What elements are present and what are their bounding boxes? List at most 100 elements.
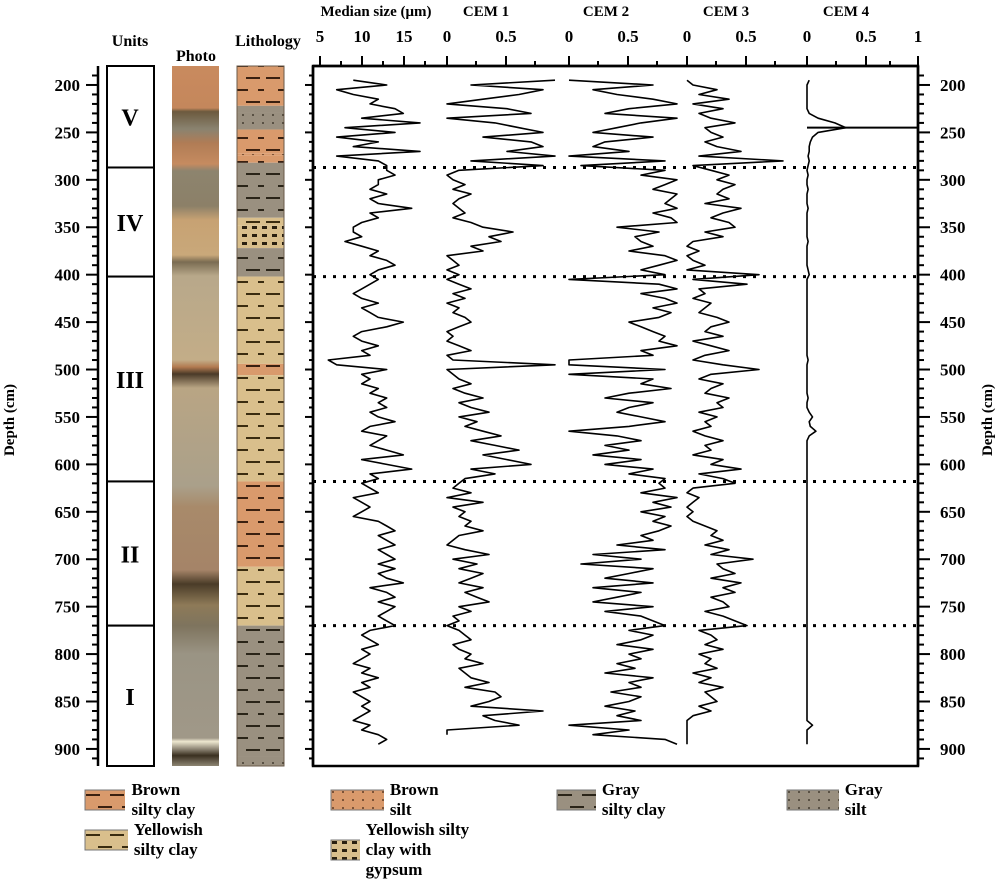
photo-title: Photo <box>176 48 216 65</box>
depth-tick-label-left: 350 <box>55 218 81 237</box>
top-tick-label: 15 <box>396 27 413 46</box>
lithology-layer <box>237 375 284 482</box>
top-tick-label: 1 <box>914 27 923 46</box>
proxy-curve <box>446 79 556 735</box>
legend-swatch <box>330 839 360 861</box>
depth-tick-label-right: 700 <box>940 550 966 569</box>
legend-swatch <box>84 829 128 851</box>
top-tick-label: 5 <box>316 27 325 46</box>
lithology-layer <box>237 481 284 567</box>
depth-tick-label-right: 900 <box>940 740 966 759</box>
depth-tick-label-left: 850 <box>55 693 81 712</box>
proxy-curve <box>806 79 847 745</box>
lithology-layer <box>237 225 284 249</box>
unit-label: III <box>116 368 144 394</box>
unit-box <box>106 166 155 278</box>
lithology-layer <box>237 276 284 364</box>
lithology-layer <box>237 155 284 163</box>
depth-tick-label-left: 700 <box>55 550 81 569</box>
top-tick-label: 10 <box>354 27 371 46</box>
legend-label: Brown silty clay <box>131 780 196 819</box>
lithology-layer <box>237 625 284 757</box>
unit-box <box>106 624 155 768</box>
unit-label: I <box>125 685 134 711</box>
depth-tick-label-right: 500 <box>940 361 966 380</box>
unit-label: II <box>121 543 140 569</box>
top-tick-label: 0.5 <box>617 27 638 46</box>
legend-label: Gray silt <box>844 780 883 819</box>
top-tick-label: 0 <box>803 27 812 46</box>
legend-item: Yellowish silty clay with gypsum <box>330 820 471 880</box>
depth-axis-label-left: Depth (cm) <box>2 384 18 456</box>
legend-item: Brown silty clay <box>84 780 205 820</box>
lithology-layer <box>237 112 284 130</box>
legend-item: Gray silt <box>786 780 896 820</box>
legend-item: Brown silt <box>330 780 451 820</box>
lithology-layer <box>237 153 284 156</box>
top-tick-label: 0.5 <box>735 27 756 46</box>
depth-tick-label-left: 200 <box>55 76 81 95</box>
depth-tick-label-right: 550 <box>940 408 966 427</box>
depth-tick-label-left: 800 <box>55 645 81 664</box>
depth-tick-label-right: 750 <box>940 598 966 617</box>
legend-label: Brown silt <box>389 780 439 819</box>
lithology-layer <box>237 566 284 626</box>
legend-swatch <box>786 789 839 811</box>
depth-tick-label-right: 650 <box>940 503 966 522</box>
lithology-title: Lithology <box>235 33 301 50</box>
top-tick-label: 0.5 <box>495 27 516 46</box>
panel-title: Median size (μm) <box>321 4 432 20</box>
unit-box <box>106 480 155 627</box>
depth-tick-label-right: 400 <box>940 266 966 285</box>
depth-profile-chart: Units Photo Lithology Depth (cm) Depth (… <box>2 4 996 768</box>
legend-swatch <box>556 789 596 811</box>
depth-tick-label-left: 450 <box>55 313 81 332</box>
lithology-layer <box>237 105 284 113</box>
depth-tick-label-left: 500 <box>55 361 81 380</box>
panel-title: CEM 3 <box>703 4 749 20</box>
panel-title: CEM 2 <box>583 4 629 20</box>
unit-label: V <box>121 106 139 132</box>
legend-item: Yellowish silty clay <box>84 820 225 860</box>
legend-label: Gray silty clay <box>601 780 666 819</box>
depth-tick-label-left: 600 <box>55 455 81 474</box>
depth-tick-label-left: 650 <box>55 503 81 522</box>
legend-label: Yellowish silty clay <box>133 820 203 859</box>
depth-tick-label-right: 600 <box>940 455 966 474</box>
legend-swatch <box>84 789 126 811</box>
lithology-layer <box>237 248 284 277</box>
top-tick-label: 0 <box>683 27 692 46</box>
lithology-layer <box>237 162 284 218</box>
depth-tick-label-right: 350 <box>940 218 966 237</box>
proxy-curve <box>686 79 784 745</box>
units-title: Units <box>112 33 148 50</box>
depth-tick-label-right: 850 <box>940 693 966 712</box>
unit-label: IV <box>117 211 144 237</box>
left-depth-axis: 200 250 300 350 400 450 500 550 600 650 700 750 800 8… <box>55 66 100 766</box>
depth-tick-label-left: 300 <box>55 171 81 190</box>
depth-tick-label-right: 450 <box>940 313 966 332</box>
depth-tick-label-left: 900 <box>55 740 81 759</box>
core-photo <box>172 66 219 766</box>
lithology-layer <box>237 756 284 766</box>
depth-tick-label-left: 550 <box>55 408 81 427</box>
plot-frame <box>311 64 920 768</box>
proxy-curve <box>568 79 678 745</box>
panel-title: CEM 1 <box>463 4 509 20</box>
depth-tick-label-left: 250 <box>55 123 81 142</box>
top-tick-label: 0.5 <box>855 27 876 46</box>
depth-axis-label-right: Depth (cm) <box>980 384 996 456</box>
legend-swatch <box>330 789 384 811</box>
lithology-layer <box>237 363 284 376</box>
proxy-curve <box>327 79 421 745</box>
depth-tick-label-right: 800 <box>940 645 966 664</box>
lithology-layer <box>237 217 284 226</box>
top-tick-label: 0 <box>443 27 452 46</box>
depth-tick-label-right: 200 <box>940 76 966 95</box>
lithology-layer <box>237 66 284 106</box>
legend-label: Yellowish silty clay with gypsum <box>365 820 470 879</box>
lithology-layer <box>237 129 284 154</box>
depth-tick-label-left: 750 <box>55 598 81 617</box>
depth-tick-label-right: 300 <box>940 171 966 190</box>
